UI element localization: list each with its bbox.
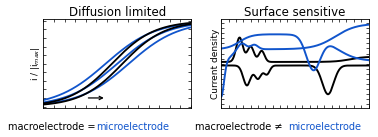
Title: Surface sensitive: Surface sensitive <box>244 6 345 19</box>
Y-axis label: i / |i$_{max}$|: i / |i$_{max}$| <box>29 46 42 81</box>
Text: macroelectrode ≠: macroelectrode ≠ <box>195 122 285 132</box>
Text: microelectrode: microelectrode <box>96 122 169 132</box>
Text: microelectrode: microelectrode <box>288 122 361 132</box>
Y-axis label: Current density: Current density <box>211 28 220 99</box>
Text: macroelectrode =: macroelectrode = <box>8 122 98 132</box>
Title: Diffusion limited: Diffusion limited <box>68 6 166 19</box>
